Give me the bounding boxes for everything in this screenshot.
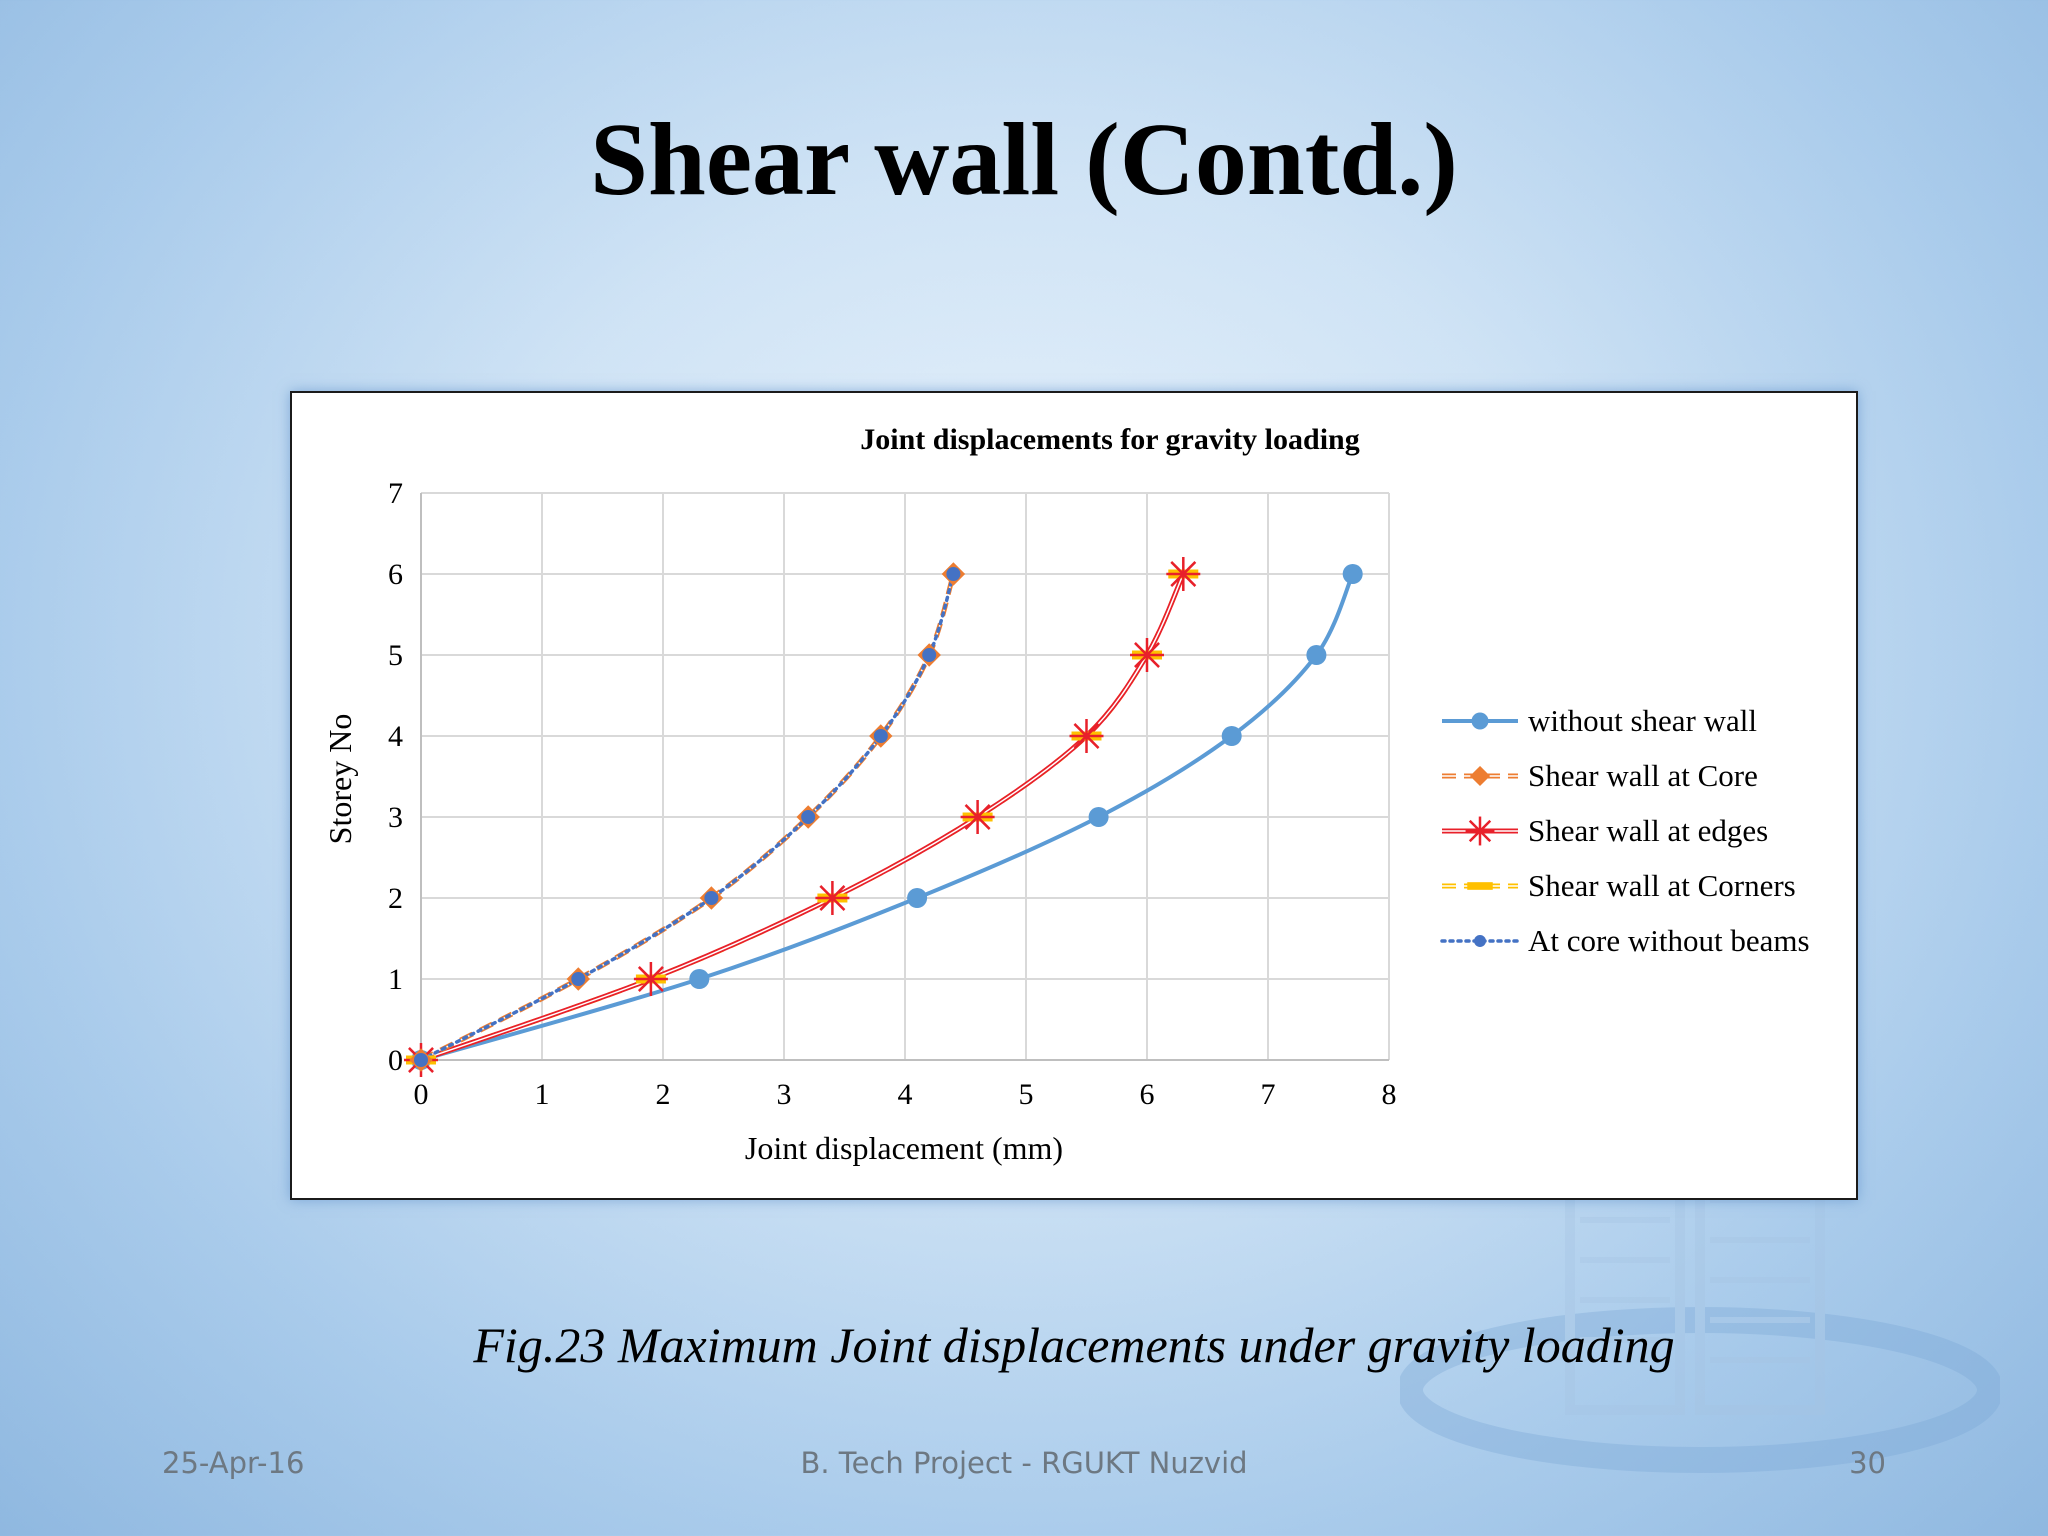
series-markers-2 [404, 557, 1201, 1077]
data-point-stroke [1170, 561, 1197, 587]
data-point [1342, 564, 1363, 584]
data-point [922, 648, 937, 662]
data-point [815, 881, 850, 915]
x-tick-label: 6 [1140, 1078, 1155, 1111]
data-point [1166, 557, 1201, 591]
legend-item: without shear wall [1442, 703, 1757, 738]
data-point [1306, 645, 1327, 665]
chart-container: Joint displacements for gravity loading … [290, 391, 1858, 1200]
data-point-stroke [964, 804, 991, 830]
data-point [1130, 638, 1164, 672]
x-tick-label: 7 [1261, 1078, 1276, 1111]
data-point [689, 969, 710, 989]
data-point [1467, 882, 1493, 890]
x-tick-label: 8 [1382, 1078, 1397, 1111]
chart-series [404, 557, 1363, 1077]
footer-date: 25-Apr-16 [162, 1446, 305, 1480]
data-point [571, 972, 586, 986]
x-tick-label: 0 [414, 1078, 429, 1111]
data-point [801, 810, 816, 824]
y-axis-label: Storey No [322, 714, 358, 845]
chart-title: Joint displacements for gravity loading [860, 423, 1359, 456]
y-tick-labels: 0 1 2 3 4 5 6 7 [388, 477, 403, 1077]
legend-item: At core without beams [1440, 923, 1810, 958]
data-point [960, 800, 995, 834]
data-point-stroke [637, 966, 664, 992]
chart-grid [420, 492, 1390, 1061]
data-point-stroke [819, 885, 846, 911]
data-point-stroke [1073, 723, 1100, 749]
y-tick-label: 0 [388, 1044, 403, 1077]
data-point [1088, 807, 1109, 827]
chart-axes [420, 493, 1389, 1061]
y-tick-label: 4 [388, 720, 403, 753]
data-point [873, 729, 888, 743]
data-point-stroke [1134, 642, 1160, 668]
data-point [633, 962, 668, 996]
y-tick-label: 1 [388, 963, 403, 996]
legend-label: At core without beams [1528, 923, 1810, 958]
line-chart: Joint displacements for gravity loading … [322, 423, 1810, 1166]
slide-title: Shear wall (Contd.) [590, 102, 1458, 217]
legend-label: without shear wall [1528, 703, 1757, 738]
data-point [1221, 726, 1242, 746]
legend-item: Shear wall at Corners [1442, 868, 1796, 903]
data-point [414, 1053, 428, 1067]
data-point [1069, 719, 1104, 753]
x-tick-label: 1 [535, 1078, 550, 1111]
x-axis-label: Joint displacement (mm) [745, 1130, 1063, 1166]
x-tick-label: 5 [1019, 1078, 1034, 1111]
y-tick-label: 2 [388, 882, 403, 915]
data-point [704, 891, 719, 905]
y-tick-label: 6 [388, 558, 403, 591]
data-point [1465, 816, 1495, 846]
y-tick-label: 5 [388, 639, 403, 672]
x-tick-label: 3 [777, 1078, 792, 1111]
data-point [1471, 712, 1489, 730]
legend-label: Shear wall at edges [1528, 813, 1768, 848]
legend-item: Shear wall at edges [1442, 813, 1768, 848]
x-tick-labels: 0 1 2 3 4 5 6 7 8 [414, 1078, 1397, 1111]
data-point [1469, 765, 1491, 787]
y-tick-label: 3 [388, 801, 403, 834]
data-point-stroke [1468, 819, 1492, 843]
series-line-inner [420, 573, 1184, 1061]
chart-legend: without shear wall Shear wall at Core Shea… [1440, 703, 1810, 958]
footer-project: B. Tech Project - RGUKT Nuzvid [800, 1446, 1248, 1480]
series-markers-4 [414, 567, 961, 1067]
data-point [1474, 935, 1486, 947]
legend-label: Shear wall at Core [1528, 758, 1758, 793]
figure-caption: Fig.23 Maximum Joint displacements under… [473, 1317, 1675, 1373]
data-point [946, 567, 961, 581]
page-number: 30 [1849, 1446, 1886, 1480]
data-point [907, 888, 928, 908]
legend-item: Shear wall at Core [1442, 758, 1758, 793]
x-tick-label: 2 [656, 1078, 671, 1111]
x-tick-label: 4 [898, 1078, 913, 1111]
legend-label: Shear wall at Corners [1528, 868, 1796, 903]
y-tick-label: 7 [388, 477, 403, 510]
series-2 [420, 572, 1186, 1063]
